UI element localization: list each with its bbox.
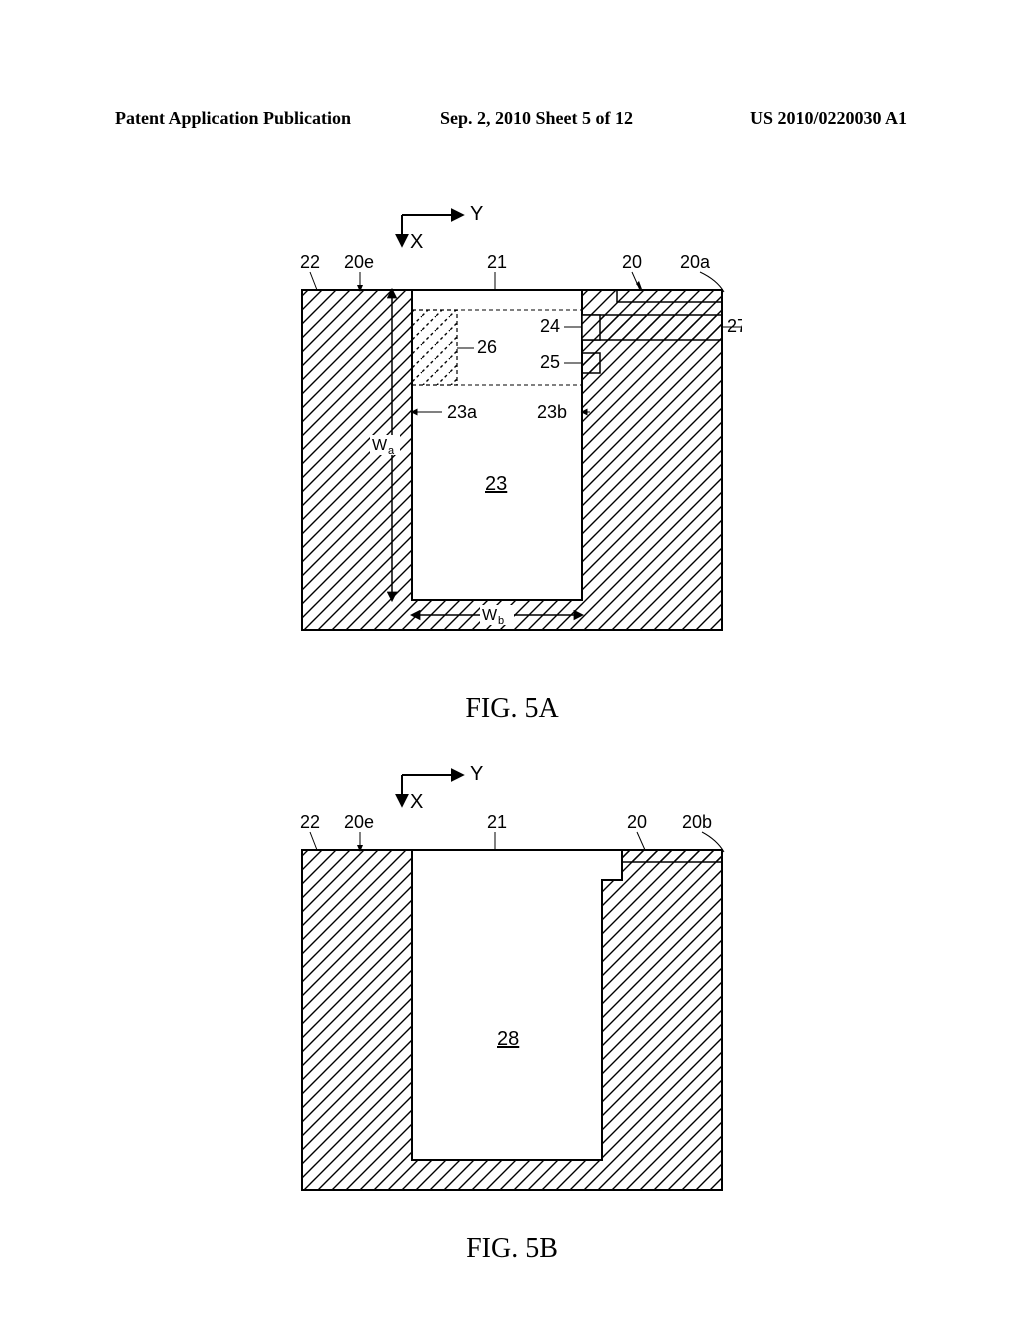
region-20a: [617, 290, 722, 302]
label-y: Y: [470, 203, 483, 225]
label-23a: 23a: [447, 402, 478, 422]
label-22-b: 22: [300, 812, 320, 832]
header-left: Patent Application Publication: [115, 108, 351, 129]
top-labels-b: 22 20e 21 20 20b: [300, 812, 724, 852]
label-24: 24: [540, 316, 560, 336]
label-20a: 20a: [680, 252, 711, 272]
header-right: US 2010/0220030 A1: [750, 108, 907, 129]
region-24-hatch: [582, 315, 600, 340]
region-27: [582, 315, 722, 340]
figure-5a-caption: FIG. 5A: [282, 693, 742, 725]
figure-5a: Y X 22 20e 21 20 20a 24 26 25 23a 23b 23…: [282, 190, 742, 725]
slot-28-border: [412, 850, 622, 1160]
label-x-b: X: [410, 791, 423, 813]
region-20-strip: [622, 850, 722, 862]
region-22-b: [302, 850, 722, 1190]
label-20e: 20e: [344, 252, 374, 272]
label-23b: 23b: [537, 402, 567, 422]
label-26: 26: [477, 337, 497, 357]
label-21-b: 21: [487, 812, 507, 832]
axes: Y X: [402, 203, 483, 253]
top-labels: 22 20e 21 20 20a: [300, 252, 724, 292]
figure-5b: Y X 22 20e 21 20 20b 28 FIG. 5B: [282, 750, 742, 1265]
label-25: 25: [540, 352, 560, 372]
svg-text:W: W: [482, 607, 498, 624]
region-25: [582, 353, 600, 373]
region-22: [302, 290, 722, 630]
region-26: [412, 310, 457, 385]
label-20-b: 20: [627, 812, 647, 832]
svg-text:b: b: [498, 615, 504, 627]
figure-5b-caption: FIG. 5B: [282, 1233, 742, 1265]
label-27: 27: [727, 316, 742, 336]
svg-text:a: a: [388, 445, 395, 457]
label-23: 23: [485, 473, 507, 495]
svg-text:W: W: [372, 437, 388, 454]
label-20e-b: 20e: [344, 812, 374, 832]
label-22: 22: [300, 252, 320, 272]
label-y-b: Y: [470, 763, 483, 785]
figure-5b-svg: Y X 22 20e 21 20 20b 28: [282, 750, 742, 1210]
label-x: X: [410, 231, 423, 253]
label-20b: 20b: [682, 812, 712, 832]
header-center: Sep. 2, 2010 Sheet 5 of 12: [440, 108, 633, 129]
axes-b: Y X: [402, 763, 483, 813]
figure-5a-svg: Y X 22 20e 21 20 20a 24 26 25 23a 23b 23…: [282, 190, 742, 670]
label-21: 21: [487, 252, 507, 272]
label-28: 28: [497, 1028, 519, 1050]
label-20: 20: [622, 252, 642, 272]
